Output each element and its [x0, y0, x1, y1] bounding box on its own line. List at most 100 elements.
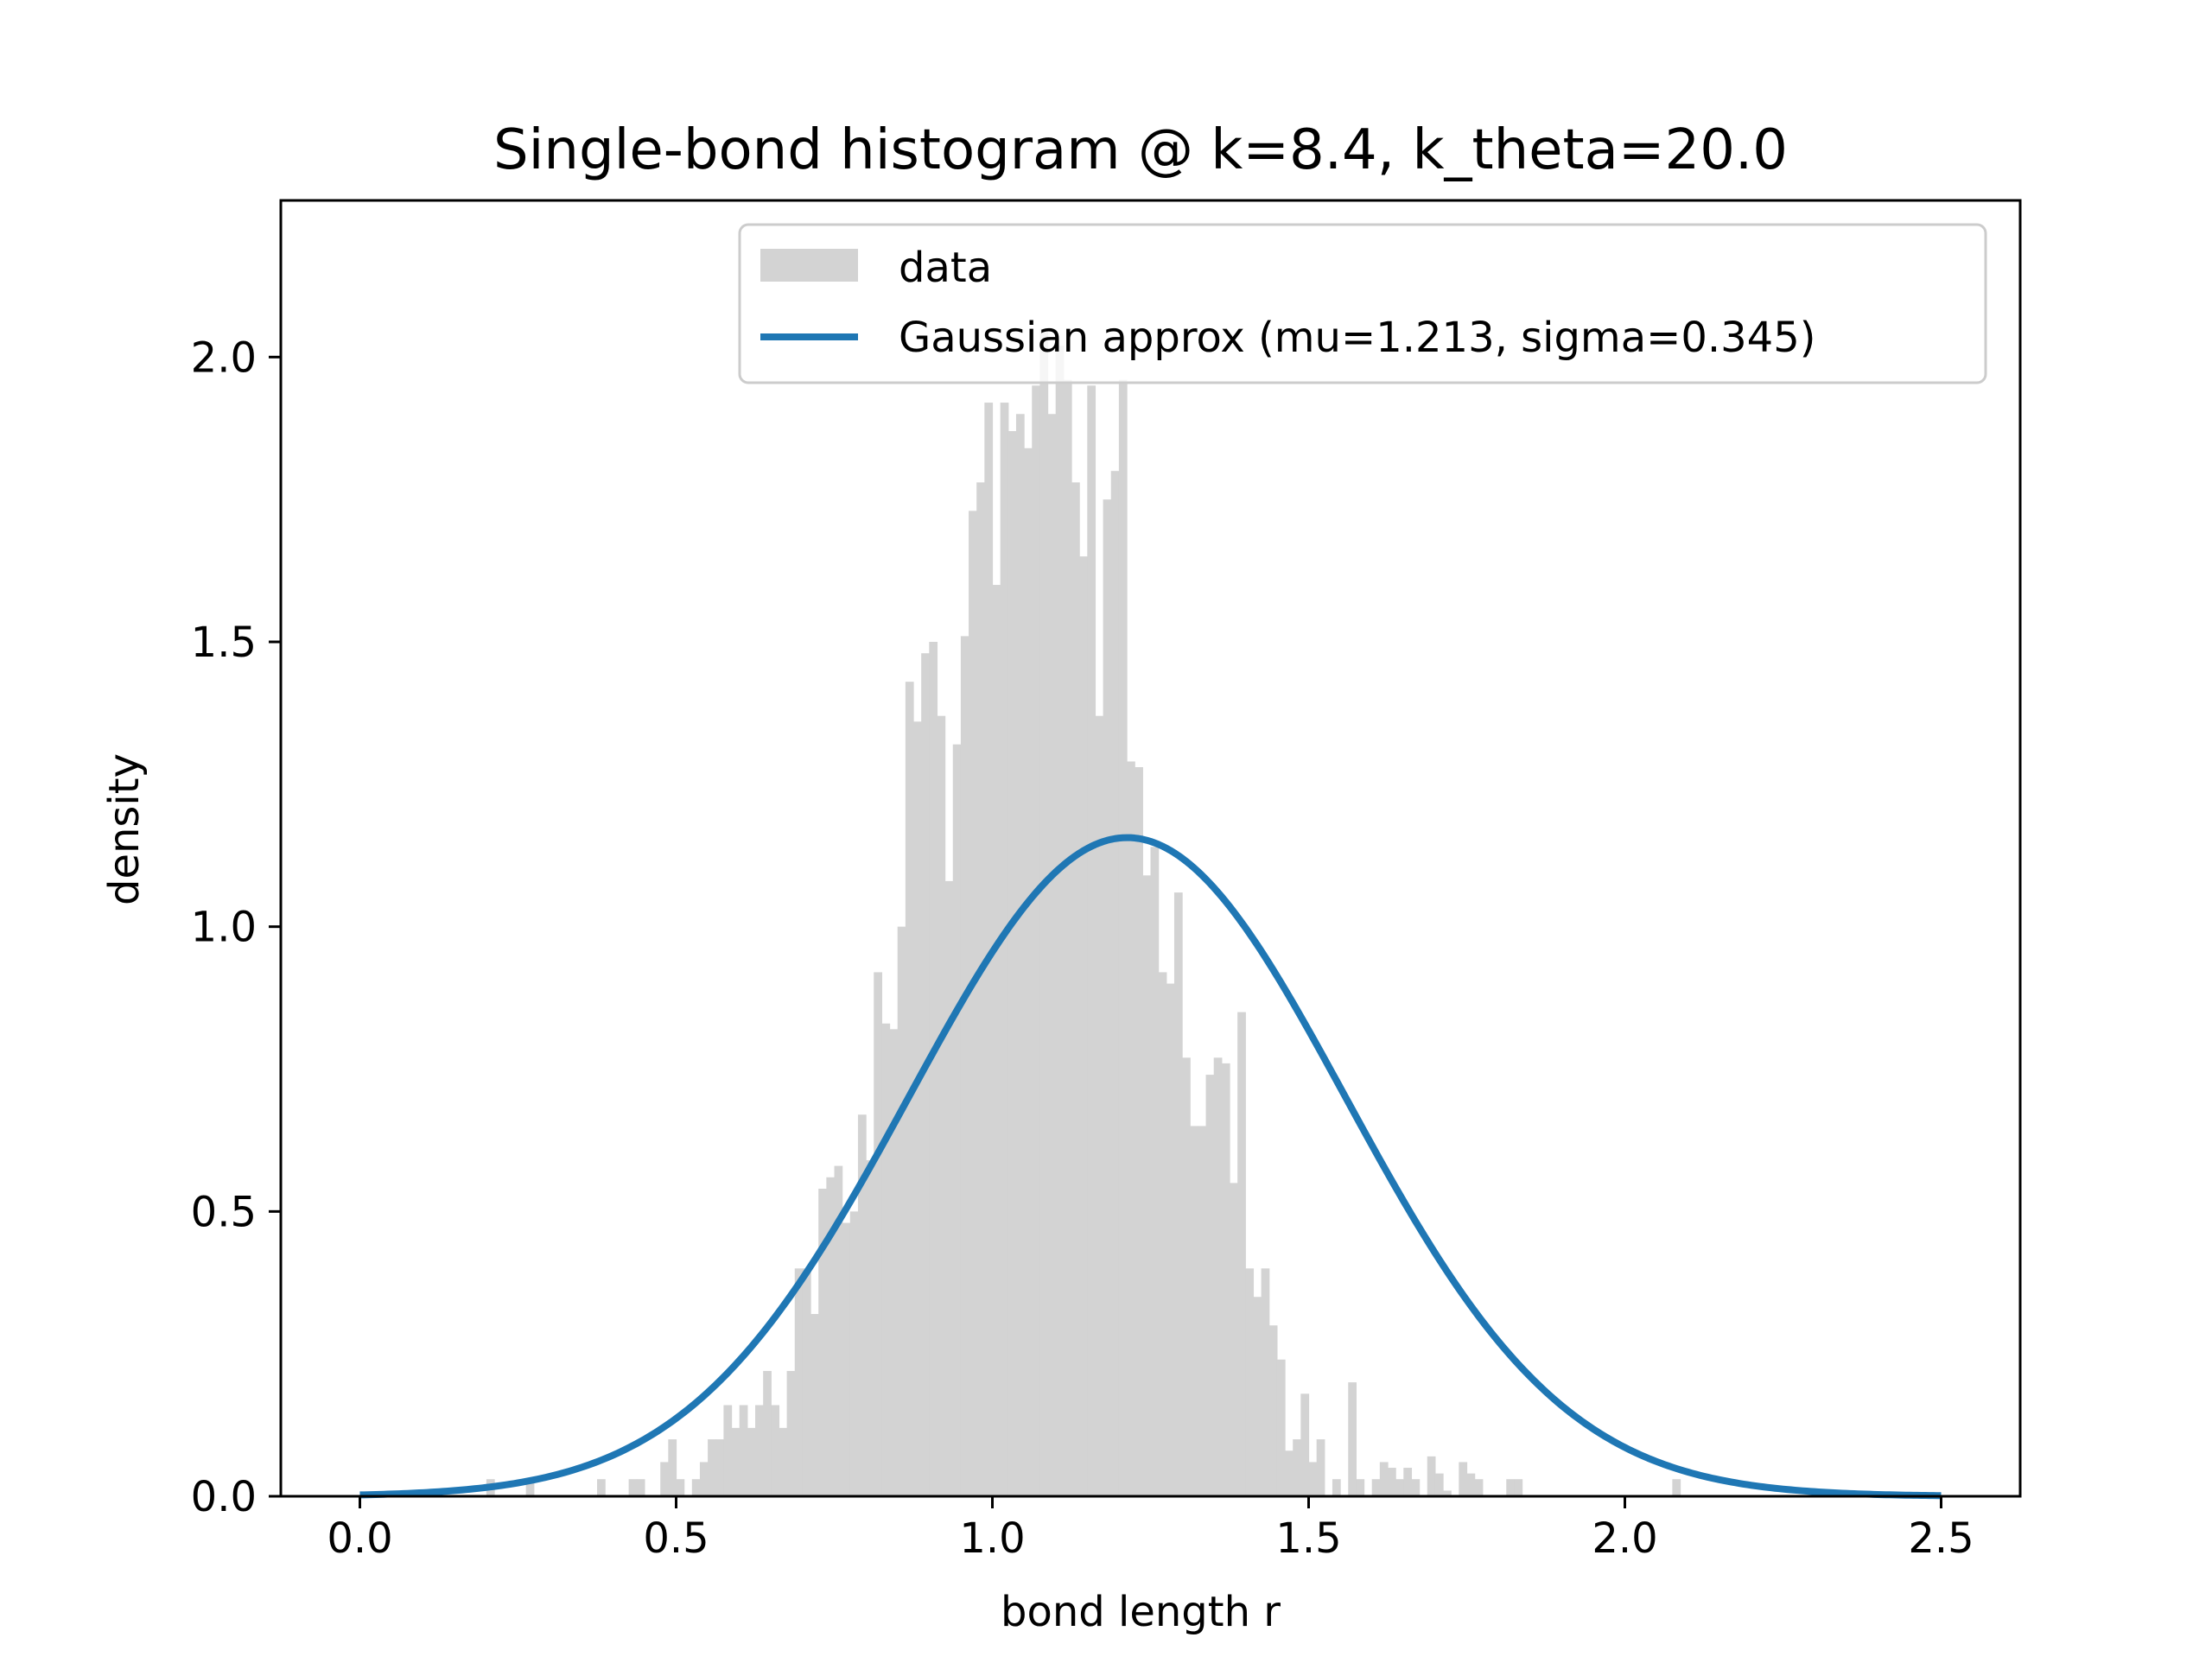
- histogram-bar: [889, 1029, 899, 1496]
- y-tick-label: 1.5: [191, 619, 257, 667]
- histogram-bar: [1158, 972, 1167, 1496]
- histogram-bar: [1127, 761, 1135, 1496]
- histogram-bar: [1474, 1479, 1484, 1496]
- histogram-bar: [1514, 1479, 1523, 1496]
- histogram-bar: [1063, 379, 1072, 1497]
- histogram-bar: [1466, 1473, 1476, 1496]
- histogram-bar: [1285, 1450, 1294, 1496]
- x-axis-label: bond length r: [1001, 1588, 1281, 1636]
- histogram-bar: [1253, 1297, 1262, 1496]
- histogram-bar: [1000, 403, 1009, 1496]
- histogram-bar: [1268, 1325, 1278, 1496]
- histogram-bar: [929, 641, 938, 1496]
- x-tick-label: 2.5: [1908, 1514, 1974, 1563]
- histogram-bar: [1087, 385, 1096, 1496]
- legend-gaussian-label: Gaussian approx (mu=1.213, sigma=0.345): [899, 314, 1815, 362]
- histogram-bar: [849, 1211, 859, 1496]
- histogram-bar: [921, 653, 930, 1496]
- histogram-bar: [874, 972, 882, 1496]
- y-tick-label: 2.0: [191, 333, 257, 382]
- y-axis-label: density: [100, 753, 149, 905]
- histogram-bar: [628, 1479, 638, 1496]
- histogram-bar: [660, 1462, 669, 1496]
- histogram-bar: [779, 1427, 788, 1496]
- histogram-bar: [1095, 715, 1104, 1496]
- histogram-bar: [1103, 499, 1112, 1496]
- chart-title: Single-bond histogram @ k=8.4, k_theta=2…: [493, 118, 1788, 182]
- histogram-bar: [952, 744, 962, 1496]
- x-tick-label: 2.0: [1592, 1514, 1657, 1563]
- histogram-bar: [1230, 1183, 1238, 1496]
- histogram-bar: [525, 1479, 535, 1496]
- histogram-bar: [763, 1370, 772, 1496]
- histogram-bar: [810, 1314, 819, 1496]
- histogram-bar: [755, 1405, 764, 1496]
- histogram-bar: [866, 1159, 874, 1496]
- histogram-bar: [1032, 385, 1040, 1496]
- histogram-bar: [842, 1222, 851, 1496]
- histogram-bar: [1047, 414, 1057, 1496]
- plot-frame: [279, 199, 2022, 1498]
- histogram-bar: [597, 1479, 606, 1496]
- x-tick-label: 0.0: [327, 1514, 392, 1563]
- histogram-bar: [976, 482, 985, 1496]
- histogram-bar: [1142, 875, 1152, 1496]
- histogram-bar: [1245, 1268, 1255, 1496]
- histogram-bar: [1024, 447, 1033, 1496]
- histogram-bar: [1293, 1439, 1301, 1496]
- histogram-bar: [723, 1405, 733, 1496]
- histogram-bar: [960, 636, 969, 1496]
- x-tick-label: 0.5: [643, 1514, 709, 1563]
- histogram-bar: [1356, 1479, 1365, 1496]
- histogram-bar: [747, 1427, 756, 1496]
- histogram-bar: [969, 511, 977, 1496]
- histogram-bar: [1506, 1479, 1515, 1496]
- histogram-bar: [1166, 983, 1175, 1496]
- histogram-bar: [1118, 379, 1128, 1497]
- y-tick-label: 0.5: [191, 1188, 257, 1236]
- histogram-bar: [1221, 1063, 1230, 1496]
- y-tick-label: 1.0: [191, 904, 257, 952]
- histogram-bar: [1055, 346, 1065, 1496]
- histogram-bar: [937, 715, 946, 1496]
- legend-box: [738, 223, 1987, 384]
- histogram-bar: [1459, 1462, 1468, 1496]
- histogram-bar: [771, 1405, 780, 1496]
- histogram-bar: [802, 1268, 811, 1496]
- histogram-bar: [668, 1439, 677, 1496]
- histogram-bar: [715, 1439, 724, 1496]
- histogram-bar: [1213, 1057, 1223, 1496]
- histogram-bars: [486, 328, 1681, 1497]
- histogram-bar: [881, 1023, 891, 1496]
- histogram-bar: [984, 403, 994, 1496]
- histogram-bar: [1672, 1479, 1681, 1496]
- histogram-bar: [1039, 328, 1049, 1497]
- histogram-bar: [834, 1165, 843, 1496]
- histogram-bar: [897, 926, 906, 1496]
- histogram-bar: [731, 1427, 741, 1496]
- histogram-bar: [1371, 1479, 1381, 1496]
- histogram-bar: [992, 585, 1001, 1496]
- histogram-bar: [1332, 1479, 1341, 1496]
- histogram-bar: [691, 1479, 701, 1496]
- histogram-bar: [818, 1188, 827, 1496]
- histogram-bar: [1071, 482, 1080, 1496]
- histogram-bar: [1348, 1382, 1357, 1496]
- y-axis-ticks: 0.0 0.5 1.0 1.5 2.0: [191, 333, 281, 1521]
- histogram-bar: [1198, 1126, 1207, 1496]
- histogram-bar: [1395, 1479, 1404, 1496]
- histogram-bar: [1300, 1393, 1310, 1496]
- histogram-bar: [826, 1177, 836, 1496]
- histogram-bar: [1434, 1473, 1444, 1496]
- x-tick-label: 1.5: [1275, 1514, 1341, 1563]
- histogram-bar: [1379, 1462, 1389, 1496]
- histogram-bar: [1182, 1057, 1191, 1496]
- y-tick-label: 0.0: [191, 1473, 257, 1521]
- histogram-bar: [1411, 1479, 1421, 1496]
- histogram-bar: [913, 721, 922, 1496]
- histogram-bar: [1150, 847, 1160, 1496]
- legend-data-swatch: [760, 249, 858, 282]
- histogram-bar: [1135, 767, 1143, 1496]
- histogram-bar: [794, 1268, 804, 1496]
